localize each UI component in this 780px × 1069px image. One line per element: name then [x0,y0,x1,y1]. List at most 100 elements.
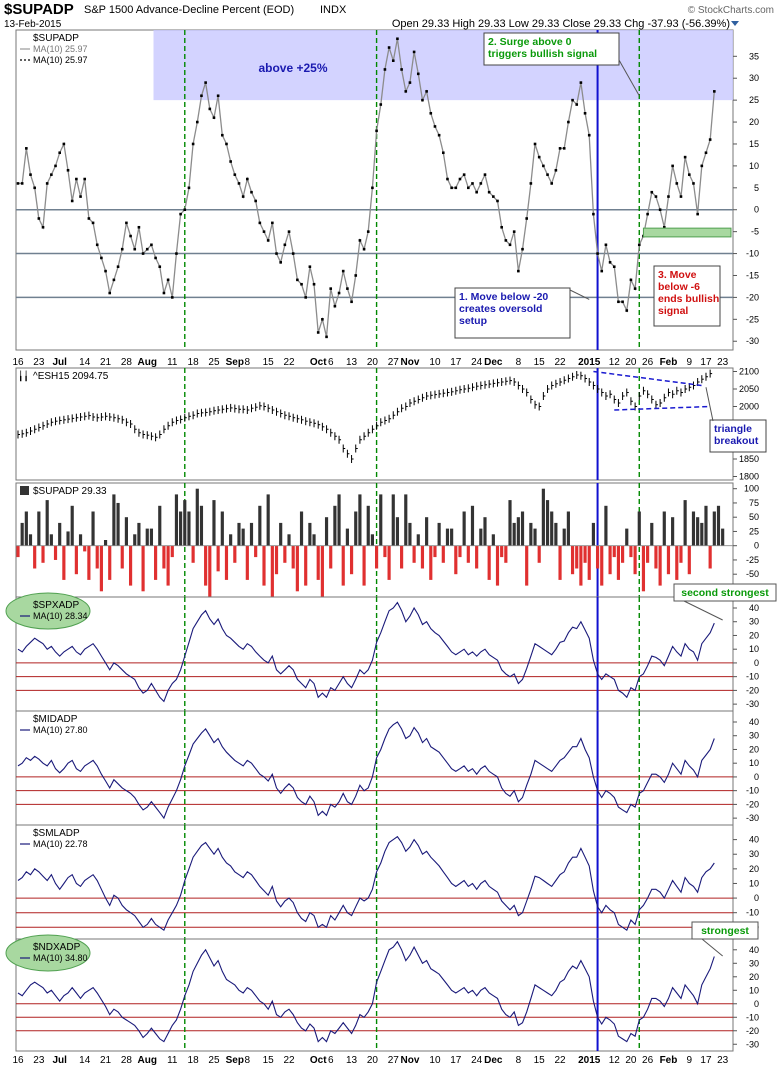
data-point [437,133,441,137]
bar [566,511,570,546]
x-tick-label: 23 [717,1055,729,1066]
bar [491,534,495,546]
data-point [104,269,107,273]
x-tick-label: 15 [534,1055,546,1066]
bar [700,522,704,546]
bar [224,545,229,580]
data-point [658,208,662,212]
data-point [612,265,616,269]
data-point [554,168,558,172]
data-point [154,256,157,260]
x-tick-label: 8 [245,1055,251,1066]
data-point [287,230,291,233]
x-tick-label: 20 [367,357,379,368]
x-tick-label: 10 [429,357,441,368]
data-point [145,247,149,251]
legend-entry: MA(10) 34.80 [33,953,88,963]
data-point [646,212,649,216]
data-point [654,195,658,198]
panel-label: $MIDADP [33,714,78,725]
data-point [20,182,24,185]
data-point [467,186,470,190]
bar [191,545,195,563]
data-point [379,103,383,106]
data-point [333,304,337,308]
x-tick-label: 20 [625,1055,637,1066]
x-tick-label: 15 [263,1055,275,1066]
data-point [308,265,312,269]
bar [487,545,491,580]
y-tick-label: -20 [746,685,759,695]
bar [475,545,479,569]
bar [366,505,370,546]
bars-legend-icon [20,486,29,495]
y-tick-label: 2050 [739,384,759,394]
annotation-1-text: setup [459,315,487,327]
bar [616,545,621,580]
data-point [375,129,378,133]
bar [679,545,683,563]
series-line [17,601,715,703]
data-point [183,208,187,212]
y-tick-label: 5 [754,183,759,193]
triangle-breakout-text: triangle [714,423,752,435]
bar [254,545,258,558]
series-line [17,940,715,1043]
data-point [175,252,178,255]
chart-symbol: $SUPADP [4,1,74,18]
y-tick-label: 0 [754,999,759,1009]
dropdown-triangle-icon[interactable] [731,21,739,26]
data-point [462,173,466,176]
x-tick-label: 27 [388,357,400,368]
bar [137,522,141,546]
data-point [371,186,374,190]
y-tick-label: 0 [754,205,759,215]
bar [341,545,345,586]
data-point [233,173,237,176]
bar [445,528,450,546]
x-tick-label: 15 [263,357,275,368]
data-point [708,138,712,141]
data-point [662,225,666,229]
bar [83,545,87,552]
data-point [279,261,282,264]
bar [316,545,320,580]
x-tick-label: 8 [516,1055,522,1066]
bar [675,545,679,580]
data-point [696,212,699,216]
y-tick-label: 15 [749,139,759,149]
bar [483,517,487,546]
bar [504,545,508,563]
x-tick-label: 6 [328,1055,334,1066]
bar [120,545,124,569]
data-point [562,147,566,150]
y-tick-label: 75 [749,498,759,508]
data-point [125,221,128,225]
bar [550,511,554,546]
x-tick-label: 25 [208,1055,220,1066]
y-tick-label: -10 [746,249,759,259]
data-point [713,90,716,93]
data-point [237,182,241,185]
annotation-1-box [454,287,571,339]
bar [358,494,362,546]
bar [612,545,616,558]
annotation-2-box [483,32,620,66]
bar [53,545,58,560]
data-point [54,164,57,168]
y-tick-label: -30 [746,699,759,709]
annotation-2-text: 2. Surge above 0 [488,36,572,48]
annotation-2-text: triggers bullish signal [488,48,597,60]
watermark: © StockCharts.com [688,5,774,16]
data-point [671,164,674,168]
x-tick-label: Nov [400,357,419,368]
data-point [600,269,604,273]
panel-label: $SPXADP [33,600,79,611]
data-point [25,147,28,150]
bar [74,545,78,575]
bar [78,534,83,546]
x-tick-label: 23 [33,1055,45,1066]
panel-frame [15,367,734,481]
data-point [387,46,391,49]
bar [212,500,216,546]
